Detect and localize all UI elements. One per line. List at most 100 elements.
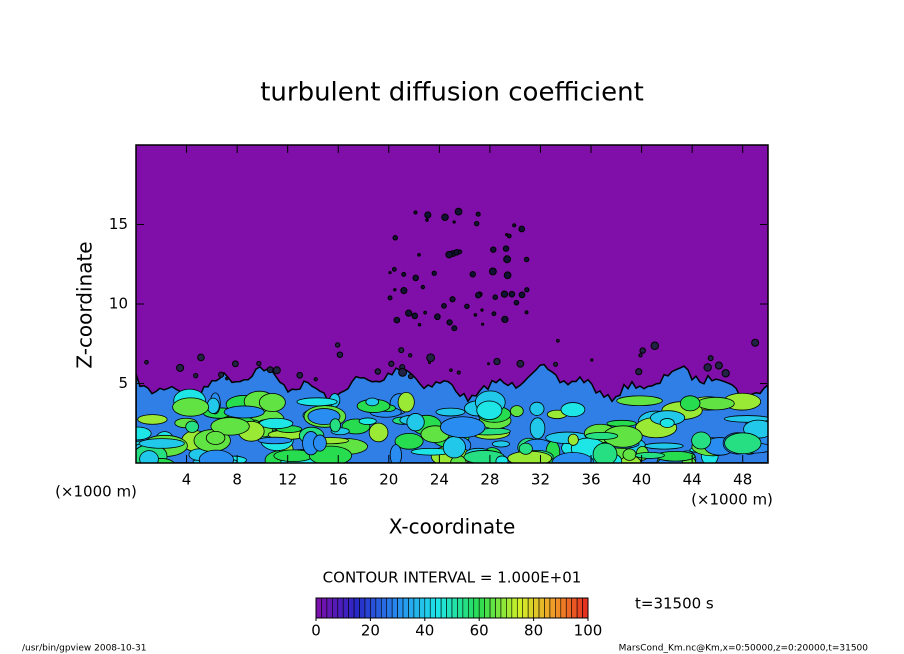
contour-blob (329, 418, 341, 433)
x-tick-label: 40 (632, 471, 651, 489)
contour-spot (513, 299, 520, 306)
colorbar-cell (408, 597, 415, 619)
colorbar-tick-label: 60 (470, 622, 489, 640)
x-tick-label: 12 (278, 471, 297, 489)
contour-blob (592, 442, 618, 463)
contour-spot (424, 211, 432, 219)
contour-spot (480, 308, 484, 312)
contour-blob (560, 402, 586, 417)
contour-spot (434, 313, 441, 321)
x-tick-label: 36 (581, 471, 600, 489)
contour-blob (518, 442, 533, 455)
contour-spot (197, 353, 205, 362)
contour-spot (313, 377, 318, 382)
footer-left: /usr/bin/gpview 2008-10-31 (22, 644, 146, 654)
contour-blob (634, 451, 665, 459)
contour-spot (492, 294, 499, 300)
contour-spot (334, 342, 341, 348)
colorbar-cell (484, 597, 491, 619)
contour-spot (452, 220, 456, 224)
contour-spot (451, 325, 458, 332)
contour-blob (442, 436, 466, 459)
colorbar-cell (342, 597, 349, 619)
contour-spot (508, 290, 516, 298)
colorbar-cell (527, 597, 534, 619)
contour-spot (555, 338, 560, 343)
contour-spot (413, 210, 418, 215)
colorbar-cell (429, 597, 436, 619)
colorbar-cell (348, 597, 355, 619)
contour-spot (446, 319, 453, 326)
colorbar-cell (337, 597, 344, 619)
contour-blob (138, 438, 185, 449)
contour-blob (397, 391, 415, 413)
axis-unit: (×1000 m) (691, 491, 773, 509)
contour-blob (529, 417, 546, 440)
x-tick-label: 16 (329, 471, 348, 489)
contour-spot (405, 309, 413, 317)
colorbar-cell (576, 597, 583, 619)
contour-spot (225, 376, 229, 381)
contour-spot (449, 296, 456, 303)
x-tick-label: 48 (733, 471, 752, 489)
contour-blob (644, 442, 684, 450)
colorbar-cell (544, 597, 551, 619)
colorbar-cell (315, 597, 322, 619)
y-tick-label: 15 (109, 215, 128, 233)
colorbar-cell (440, 597, 447, 619)
colorbar-cell (468, 597, 475, 619)
colorbar-tick-label: 100 (574, 622, 603, 640)
contour-spot (473, 313, 478, 317)
x-tick-label: 8 (232, 471, 242, 489)
contour-blob (139, 450, 159, 463)
colorbar-cell (511, 597, 518, 619)
contour-blob (198, 449, 234, 463)
colorbar-cell (457, 597, 464, 619)
contour-spot (420, 284, 426, 290)
contour-spot (721, 369, 730, 378)
colorbar-cell (375, 597, 382, 619)
colorbar-cell (321, 597, 328, 619)
contour-blob (585, 431, 619, 440)
contour-blob (185, 420, 199, 433)
x-tick-label: 4 (182, 471, 192, 489)
contour-blob (439, 416, 486, 438)
footer-right: MarsCond_Km.nc@Km,x=0:50000,z=0:20000,t=… (619, 644, 869, 654)
colorbar-cell (413, 597, 420, 619)
contour-blob (205, 430, 226, 445)
colorbar-cell (386, 597, 393, 619)
colorbar-cell (478, 597, 485, 619)
contour-spot (469, 271, 476, 278)
contour-spot (474, 292, 482, 299)
colorbar-cell (397, 597, 404, 619)
contour-blob (659, 418, 675, 428)
colorbar-cell (359, 597, 366, 619)
y-tick-label: 10 (109, 295, 128, 313)
contour-spot (650, 341, 660, 351)
contour-blob (313, 434, 327, 452)
colorbar-tick-label: 80 (524, 622, 543, 640)
contour-spot (703, 363, 712, 372)
contour-spot (388, 360, 395, 367)
colorbar-tick-label: 0 (311, 622, 321, 640)
x-tick-label: 20 (379, 471, 398, 489)
colorbar-cell (473, 597, 480, 619)
contour-blob (389, 444, 402, 463)
contour-blob (172, 397, 210, 417)
contour-blob (679, 395, 701, 412)
colorbar-cell (446, 597, 453, 619)
contour-spot (553, 361, 559, 367)
contour-spot (256, 360, 262, 367)
contour-blob (257, 436, 293, 445)
contour-spot (431, 270, 437, 276)
contour-spot (518, 225, 526, 233)
contour-spot (398, 367, 408, 377)
colorbar-cell (326, 597, 333, 619)
contour-blob (223, 405, 265, 419)
axis-unit: (×1000 m) (55, 483, 137, 501)
colorbar-cell (451, 597, 458, 619)
colorbar-cell (370, 597, 377, 619)
x-tick-label: 32 (531, 471, 550, 489)
contour-field (136, 207, 768, 463)
